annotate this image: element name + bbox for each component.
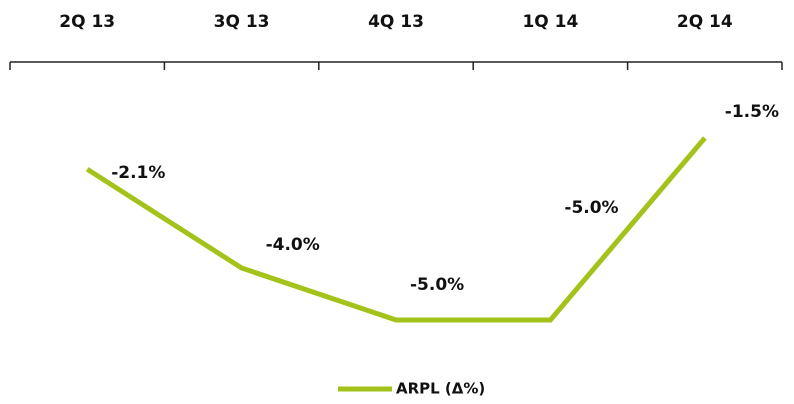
data-label: -2.1%	[111, 163, 165, 183]
x-tick-label: 3Q 13	[214, 12, 270, 32]
x-tick-label: 4Q 13	[368, 12, 424, 32]
x-tick-label: 2Q 13	[59, 12, 115, 32]
data-label: -5.0%	[564, 198, 618, 218]
x-tick-label: 1Q 14	[522, 12, 578, 32]
data-label: -1.5%	[725, 102, 779, 122]
data-label: -4.0%	[266, 235, 320, 255]
legend-label: ARPL (Δ%)	[396, 380, 485, 398]
series-line	[85, 136, 707, 323]
data-label: -5.0%	[410, 275, 464, 295]
x-tick-label: 2Q 14	[677, 12, 733, 32]
